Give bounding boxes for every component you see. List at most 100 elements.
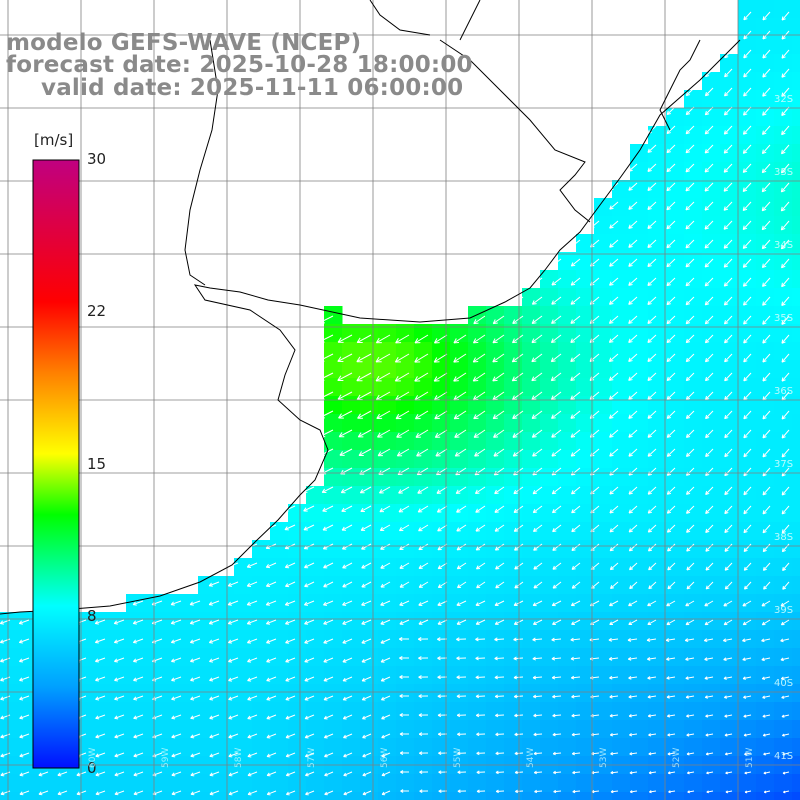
wind-arrow bbox=[743, 11, 752, 21]
wind-arrow bbox=[763, 752, 771, 756]
wind-speed-cell bbox=[702, 540, 721, 559]
wind-arrow bbox=[762, 277, 771, 287]
wind-speed-cell bbox=[216, 666, 235, 685]
wind-speed-cell bbox=[144, 612, 163, 631]
wind-speed-cell bbox=[180, 702, 199, 721]
wind-speed-cell bbox=[648, 504, 667, 523]
lat-label: 41S bbox=[774, 751, 794, 762]
wind-speed-cell bbox=[630, 648, 649, 667]
wind-arrow bbox=[609, 524, 619, 533]
wind-speed-cell bbox=[468, 360, 487, 379]
wind-speed-cell bbox=[774, 630, 793, 649]
wind-speed-cell bbox=[468, 720, 487, 739]
wind-arrow bbox=[687, 790, 695, 794]
wind-arrow bbox=[551, 277, 562, 286]
wind-arrow bbox=[570, 637, 581, 642]
wind-speed-cell bbox=[90, 702, 109, 721]
wind-speed-cell bbox=[306, 666, 325, 685]
wind-arrow bbox=[629, 581, 638, 590]
wind-speed-cell bbox=[504, 540, 523, 559]
wind-arrow bbox=[285, 619, 296, 625]
wind-arrow bbox=[132, 638, 144, 644]
wind-arrow bbox=[337, 391, 353, 400]
wind-speed-cell bbox=[504, 450, 523, 469]
wind-speed-cell bbox=[720, 198, 739, 217]
wind-speed-cell bbox=[702, 144, 721, 163]
wind-speed-cell bbox=[144, 702, 163, 721]
wind-speed-cell bbox=[612, 450, 631, 469]
wind-arrow bbox=[608, 315, 619, 324]
wind-arrow bbox=[57, 771, 68, 777]
wind-arrow bbox=[704, 182, 714, 192]
wind-arrow bbox=[305, 771, 315, 777]
wind-speed-cell bbox=[360, 666, 379, 685]
wind-arrow bbox=[685, 695, 695, 699]
wind-arrow bbox=[685, 163, 695, 173]
wind-speed-cell bbox=[306, 504, 325, 523]
wind-speed-cell bbox=[486, 414, 505, 433]
wind-arrow bbox=[609, 713, 619, 718]
wind-speed-cell bbox=[360, 522, 379, 541]
wind-speed-cell bbox=[432, 360, 451, 379]
wind-speed-cell bbox=[648, 666, 667, 685]
wind-arrow bbox=[304, 638, 315, 644]
wind-speed-cell bbox=[270, 666, 289, 685]
wind-arrow bbox=[457, 732, 467, 737]
wind-speed-cell bbox=[90, 720, 109, 739]
wind-speed-cell bbox=[666, 414, 685, 433]
wind-speed-cell bbox=[792, 774, 800, 793]
wind-speed-cell bbox=[684, 144, 703, 163]
wind-speed-cell bbox=[792, 378, 800, 397]
wind-speed-cell bbox=[360, 468, 379, 487]
wind-arrow bbox=[666, 486, 676, 495]
wind-speed-cell bbox=[324, 396, 343, 415]
wind-speed-cell bbox=[396, 666, 415, 685]
wind-arrow bbox=[647, 201, 657, 211]
wind-arrow bbox=[665, 638, 676, 642]
wind-arrow bbox=[360, 505, 372, 513]
wind-speed-cell bbox=[270, 738, 289, 757]
wind-arrow bbox=[380, 581, 391, 588]
wind-arrow bbox=[647, 486, 657, 495]
wind-arrow bbox=[761, 258, 771, 269]
wind-arrow bbox=[723, 315, 733, 325]
wind-speed-cell bbox=[558, 792, 577, 800]
wind-speed-cell bbox=[468, 486, 487, 505]
wind-speed-cell bbox=[774, 702, 793, 721]
wind-arrow bbox=[417, 505, 429, 513]
wind-speed-cell bbox=[324, 450, 343, 469]
wind-arrow bbox=[456, 713, 467, 718]
wind-speed-cell bbox=[198, 576, 217, 595]
wind-speed-cell bbox=[684, 252, 703, 271]
wind-speed-cell bbox=[630, 432, 649, 451]
wind-arrow bbox=[436, 505, 448, 513]
wind-arrow bbox=[704, 296, 714, 306]
wind-speed-cell bbox=[630, 666, 649, 685]
wind-arrow bbox=[781, 714, 790, 718]
wind-speed-cell bbox=[522, 792, 541, 800]
wind-speed-cell bbox=[738, 90, 757, 109]
wind-speed-cell bbox=[594, 774, 613, 793]
wind-speed-cell bbox=[468, 324, 487, 343]
wind-speed-cell bbox=[702, 558, 721, 577]
wind-speed-cell bbox=[198, 720, 217, 739]
wind-speed-cell bbox=[378, 630, 397, 649]
wind-arrow bbox=[399, 600, 410, 606]
wind-speed-cell bbox=[486, 576, 505, 595]
wind-speed-cell bbox=[792, 594, 800, 613]
wind-arrow bbox=[609, 277, 619, 286]
wind-speed-cell bbox=[612, 702, 631, 721]
wind-speed-cell bbox=[414, 324, 433, 343]
wind-arrow bbox=[782, 752, 790, 756]
wind-speed-cell bbox=[288, 648, 307, 667]
wind-arrow bbox=[494, 524, 505, 532]
wind-arrow bbox=[339, 448, 353, 456]
wind-speed-cell bbox=[450, 684, 469, 703]
wind-speed-cell bbox=[360, 396, 379, 415]
wind-speed-cell bbox=[234, 612, 253, 631]
wind-arrow bbox=[647, 239, 657, 249]
wind-speed-cell bbox=[756, 234, 775, 253]
wind-arrow bbox=[781, 429, 790, 439]
wind-speed-cell bbox=[198, 612, 217, 631]
wind-arrow bbox=[705, 486, 714, 496]
